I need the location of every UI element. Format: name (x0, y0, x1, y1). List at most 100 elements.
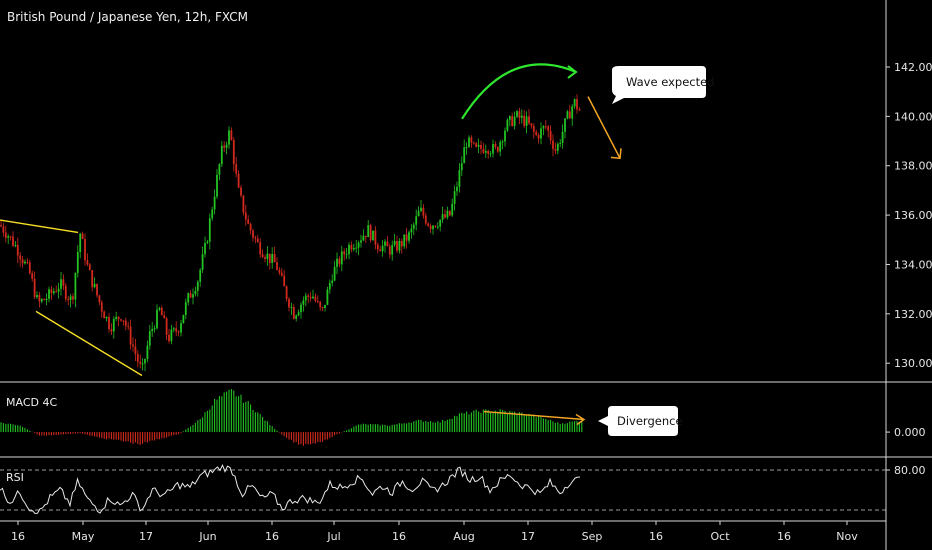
candle-body (405, 234, 408, 241)
candle-body (436, 226, 439, 228)
candle-body (182, 314, 185, 324)
candle-body (482, 148, 485, 153)
candle-body (292, 306, 295, 319)
candle-body (513, 116, 516, 126)
candle-body (556, 143, 559, 151)
candle-body (86, 260, 89, 265)
candle-body (429, 225, 432, 230)
candle-body (91, 270, 94, 288)
candle-body (312, 296, 314, 299)
divergence-line[interactable] (483, 410, 585, 421)
candle-body (36, 295, 38, 298)
candle-body (336, 258, 338, 267)
wedge-lower-line[interactable] (35, 310, 143, 377)
expected-drop-arrowhead (610, 148, 622, 160)
macd-panel[interactable] (0, 389, 586, 446)
price-tick-label: 138.000 (894, 160, 932, 173)
candle-body (415, 216, 418, 225)
wave-expected-callout[interactable]: Wave expected (612, 66, 714, 104)
candle-body (408, 232, 410, 241)
candle-body (136, 354, 139, 362)
candle-body (355, 247, 358, 249)
candle-body (321, 307, 324, 309)
time-tick-label: May (72, 530, 95, 543)
candle-body (93, 283, 96, 288)
candle-body (324, 304, 326, 308)
candle-body (98, 295, 101, 303)
candle-body (141, 363, 144, 365)
macd-axis[interactable]: 0.000 (886, 426, 926, 439)
candle-body (16, 244, 19, 256)
candle-body (129, 326, 132, 345)
candle-body (535, 131, 538, 135)
candle-body (134, 346, 137, 355)
candle-body (566, 111, 569, 119)
candle-body (55, 291, 58, 293)
candle-body (216, 174, 218, 197)
wedge-upper-line[interactable] (0, 219, 79, 234)
candle-body (357, 242, 360, 248)
rsi-panel[interactable] (0, 463, 886, 515)
candle-body (88, 264, 91, 271)
candle-body (458, 170, 461, 187)
candle-body (424, 215, 427, 224)
candle-body (537, 134, 540, 139)
candle-body (196, 281, 199, 291)
candle-body (108, 316, 110, 330)
candle-body (124, 320, 127, 326)
candle-body (211, 209, 214, 219)
rsi-line[interactable] (0, 463, 580, 515)
candle-body (177, 331, 180, 333)
candle-body (400, 240, 403, 247)
candle-body (492, 144, 494, 154)
price-panel[interactable] (0, 63, 622, 377)
candle-body (496, 147, 499, 152)
wave-arc-arrowhead (567, 65, 578, 79)
candle-body (180, 323, 182, 333)
candle-body (60, 279, 62, 289)
time-tick-label: Sep (582, 530, 603, 543)
price-axis[interactable]: 142.000 140.000 138.000 136.000 134.000 132.0… (886, 61, 932, 370)
candle-body (290, 306, 293, 308)
time-tick-label: 16 (392, 530, 406, 543)
callout-bubble (598, 406, 678, 436)
candle-body (31, 273, 34, 279)
macd-label: MACD 4C (6, 396, 57, 409)
candle-body (393, 241, 396, 246)
candle-body (374, 230, 377, 245)
price-tick-label: 140.000 (894, 110, 932, 123)
time-axis[interactable]: 16 May 17 Jun 16 Jul 16 Aug 17 Sep 16 Oct 16 Nov (11, 521, 858, 543)
candle-body (165, 318, 168, 335)
candle-body (559, 142, 562, 144)
candle-body (480, 144, 482, 149)
candle-body (528, 116, 530, 124)
candle-body (52, 291, 55, 294)
expected-drop-arrow[interactable] (587, 96, 621, 159)
rsi-tick-label: 80.00 (894, 464, 926, 477)
candle-body (362, 235, 365, 241)
wave-arc[interactable] (461, 63, 577, 120)
divergence-callout[interactable]: Divergence (598, 406, 683, 436)
candle-body (544, 126, 547, 128)
candle-body (360, 240, 362, 243)
candle-body (295, 315, 298, 319)
candle-body (223, 145, 226, 148)
candle-body (50, 289, 53, 294)
candle-body (244, 212, 247, 220)
candle-body (127, 325, 130, 327)
candle-body (350, 244, 353, 250)
candle-body (96, 283, 98, 296)
candle-body (280, 272, 283, 276)
time-tick-label: Aug (453, 530, 474, 543)
candle-body (369, 225, 372, 241)
candle-body (422, 207, 425, 216)
time-tick-label: 16 (11, 530, 25, 543)
candle-body (252, 230, 254, 238)
candle-body (235, 164, 238, 174)
candle-body (26, 261, 29, 263)
rsi-axis[interactable]: 80.00 (886, 464, 926, 477)
candle-body (33, 278, 36, 298)
candle-body (520, 115, 523, 118)
candle-body (448, 210, 451, 216)
candle-body (367, 225, 370, 238)
